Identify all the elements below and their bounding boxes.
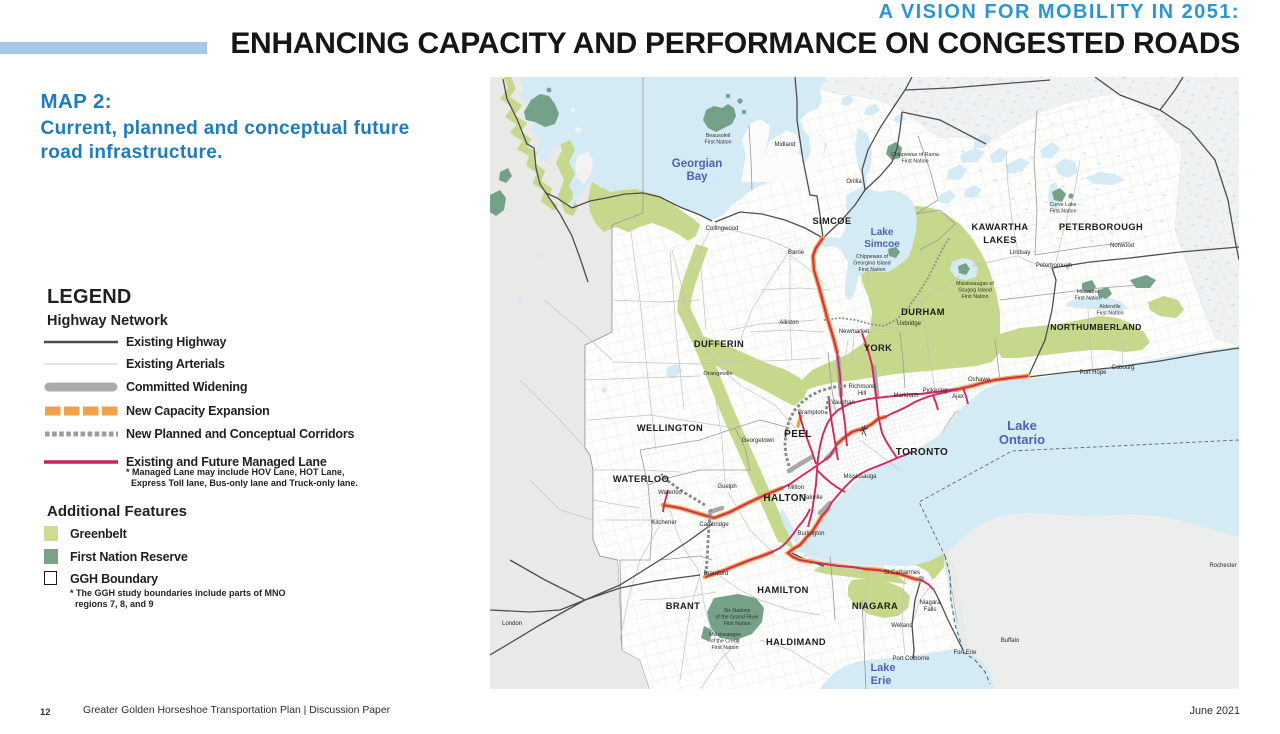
svg-text:Lake: Lake	[871, 227, 894, 238]
svg-text:SIMCOE: SIMCOE	[812, 216, 851, 226]
svg-text:Orangeville: Orangeville	[703, 371, 732, 377]
svg-text:Hiawatha: Hiawatha	[1077, 289, 1099, 295]
svg-text:YORK: YORK	[864, 343, 892, 353]
svg-text:First Nation: First Nation	[858, 267, 885, 273]
svg-text:Ontario: Ontario	[999, 432, 1045, 447]
svg-text:Chippewas of: Chippewas of	[856, 254, 889, 260]
svg-text:Alliston: Alliston	[779, 320, 798, 326]
svg-text:Welland: Welland	[891, 623, 913, 629]
svg-text:Oakville: Oakville	[801, 495, 823, 501]
svg-text:Cambridge: Cambridge	[699, 522, 729, 528]
svg-text:DURHAM: DURHAM	[901, 307, 945, 317]
svg-text:First Nation: First Nation	[901, 158, 928, 164]
svg-text:St.Catharines: St.Catharines	[884, 570, 920, 576]
svg-text:Pickering: Pickering	[923, 388, 948, 394]
svg-text:Buffalo: Buffalo	[1001, 638, 1020, 644]
svg-text:Lindsay: Lindsay	[1010, 250, 1031, 256]
svg-text:First Nation: First Nation	[711, 645, 738, 651]
svg-text:Waterloo: Waterloo	[658, 490, 682, 496]
svg-text:BRANT: BRANT	[666, 601, 701, 611]
svg-text:Orillia: Orillia	[846, 179, 862, 185]
svg-text:Norwood: Norwood	[1110, 243, 1134, 249]
svg-text:First Nation: First Nation	[1049, 208, 1076, 214]
svg-text:Alderville: Alderville	[1099, 304, 1121, 310]
svg-text:HAMILTON: HAMILTON	[757, 585, 808, 595]
svg-text:TORONTO: TORONTO	[896, 447, 948, 458]
svg-text:Scugog Island: Scugog Island	[958, 287, 992, 293]
svg-text:Port Hope: Port Hope	[1079, 370, 1107, 376]
svg-text:First Nation: First Nation	[1096, 310, 1123, 316]
svg-text:Richmond: Richmond	[848, 384, 875, 390]
svg-text:Markham: Markham	[893, 393, 918, 399]
svg-text:Six Nations: Six Nations	[724, 608, 751, 614]
svg-text:Uxbridge: Uxbridge	[897, 321, 922, 327]
svg-text:HALDIMAND: HALDIMAND	[766, 637, 826, 647]
svg-text:Beausoleil: Beausoleil	[706, 133, 730, 139]
svg-text:NIAGARA: NIAGARA	[852, 601, 898, 611]
svg-text:Newmarket: Newmarket	[839, 329, 870, 335]
svg-text:Falls: Falls	[924, 607, 937, 613]
svg-text:Georgina Island: Georgina Island	[853, 260, 890, 266]
svg-text:Oshawa: Oshawa	[968, 377, 991, 383]
svg-text:Erie: Erie	[871, 675, 892, 687]
svg-text:PEEL: PEEL	[784, 429, 812, 440]
svg-text:Mississaugas of: Mississaugas of	[956, 281, 994, 287]
svg-text:London: London	[502, 621, 522, 627]
svg-text:Georgetown: Georgetown	[742, 438, 775, 444]
svg-text:of the Credit: of the Credit	[711, 638, 740, 644]
svg-text:Vaughan: Vaughan	[831, 400, 855, 406]
svg-text:Niagara: Niagara	[919, 600, 941, 606]
svg-text:LAKES: LAKES	[983, 235, 1017, 245]
svg-text:First Nation: First Nation	[723, 621, 750, 627]
svg-text:Lake: Lake	[1007, 418, 1037, 433]
svg-text:Georgian: Georgian	[672, 158, 722, 170]
svg-text:Brantford: Brantford	[704, 571, 729, 577]
svg-text:Port Colborne: Port Colborne	[892, 656, 930, 662]
svg-text:Barrie: Barrie	[788, 250, 805, 256]
svg-text:Bay: Bay	[686, 171, 708, 183]
svg-text:Milton: Milton	[788, 485, 804, 491]
svg-text:Curve Lake: Curve Lake	[1049, 202, 1076, 208]
svg-text:Simcoe: Simcoe	[864, 239, 900, 250]
svg-text:Mississaugas: Mississaugas	[709, 632, 741, 638]
svg-text:WELLINGTON: WELLINGTON	[637, 423, 703, 433]
svg-text:DUFFERIN: DUFFERIN	[694, 339, 744, 349]
svg-text:Ajax: Ajax	[952, 394, 964, 400]
svg-text:Midland: Midland	[774, 142, 795, 148]
svg-text:Rochester: Rochester	[1209, 563, 1236, 569]
svg-text:KAWARTHA: KAWARTHA	[972, 222, 1029, 232]
svg-text:First Nation: First Nation	[1074, 295, 1101, 301]
svg-text:Kitchener: Kitchener	[651, 520, 676, 526]
svg-text:HALTON: HALTON	[763, 493, 806, 504]
svg-text:Chippewas of Rama: Chippewas of Rama	[891, 152, 939, 158]
svg-text:NORTHUMBERLAND: NORTHUMBERLAND	[1050, 322, 1142, 332]
svg-text:Peterborough: Peterborough	[1036, 263, 1072, 269]
svg-text:Mississauga: Mississauga	[843, 474, 877, 480]
svg-text:First Nation: First Nation	[704, 139, 731, 145]
svg-text:Brampton: Brampton	[798, 410, 824, 416]
svg-text:Hill: Hill	[858, 391, 866, 397]
svg-text:Cobourg: Cobourg	[1111, 365, 1134, 371]
svg-text:Collingwood: Collingwood	[706, 226, 739, 232]
svg-text:Fort Erie: Fort Erie	[953, 650, 977, 656]
svg-text:Guelph: Guelph	[717, 484, 736, 490]
svg-text:Burlington: Burlington	[797, 531, 824, 537]
svg-text:of the Grand River: of the Grand River	[715, 614, 759, 620]
svg-text:PETERBOROUGH: PETERBOROUGH	[1059, 222, 1143, 232]
svg-text:First Nation: First Nation	[961, 294, 988, 300]
svg-text:Lake: Lake	[870, 662, 895, 674]
svg-text:WATERLOO: WATERLOO	[613, 474, 669, 484]
